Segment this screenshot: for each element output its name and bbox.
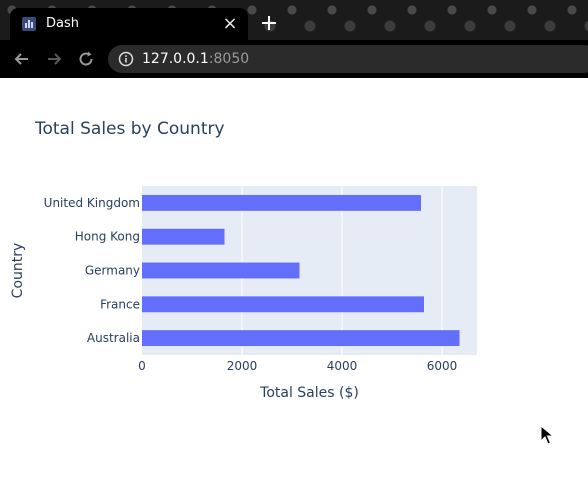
close-tab-icon[interactable]: × xyxy=(222,13,238,34)
url-text[interactable]: 127.0.0.1:8050 xyxy=(142,50,249,68)
bar-france[interactable] xyxy=(142,296,424,313)
y-tick-label: United Kingdom xyxy=(44,196,140,210)
y-tick-label: Germany xyxy=(85,264,140,278)
bar-hong-kong[interactable] xyxy=(142,228,225,245)
reload-icon[interactable] xyxy=(76,49,96,69)
x-tick-label: 4000 xyxy=(327,359,358,373)
bar-united-kingdom[interactable] xyxy=(142,194,421,211)
bars xyxy=(142,194,460,347)
url-host: 127.0.0.1 xyxy=(142,51,209,67)
y-axis-title: Country xyxy=(10,243,26,299)
bar-australia[interactable] xyxy=(142,330,460,347)
x-tick-label: 6000 xyxy=(427,359,458,373)
bar-germany[interactable] xyxy=(142,262,300,279)
y-tick-label: Australia xyxy=(87,331,140,345)
browser-toolbar: 127.0.0.1:8050 xyxy=(0,40,588,78)
x-tick-label: 2000 xyxy=(227,359,258,373)
new-tab-plus-icon[interactable] xyxy=(258,12,280,34)
address-bar[interactable]: 127.0.0.1:8050 xyxy=(108,45,588,73)
x-tick-labels: 0 2000 4000 6000 xyxy=(138,359,457,373)
back-arrow-icon[interactable] xyxy=(12,49,32,69)
x-tick-label: 0 xyxy=(138,359,146,373)
forward-arrow-icon[interactable] xyxy=(44,49,64,69)
dash-bar-chart-icon xyxy=(22,17,36,31)
y-tick-label: France xyxy=(100,297,140,311)
chart-title: Total Sales by Country xyxy=(35,119,225,139)
tab-title: Dash xyxy=(46,16,79,31)
mouse-pointer-icon xyxy=(540,425,554,445)
y-tick-label: Hong Kong xyxy=(75,230,140,244)
browser-tab-dash[interactable]: Dash × xyxy=(10,8,248,40)
browser-tab-strip: Dash × xyxy=(0,0,588,40)
x-axis-title: Total Sales ($) xyxy=(259,385,359,401)
url-port: :8050 xyxy=(208,51,250,67)
site-info-icon[interactable] xyxy=(118,51,134,67)
y-tick-labels: Australia France Germany Hong Kong United Ki… xyxy=(44,196,140,345)
